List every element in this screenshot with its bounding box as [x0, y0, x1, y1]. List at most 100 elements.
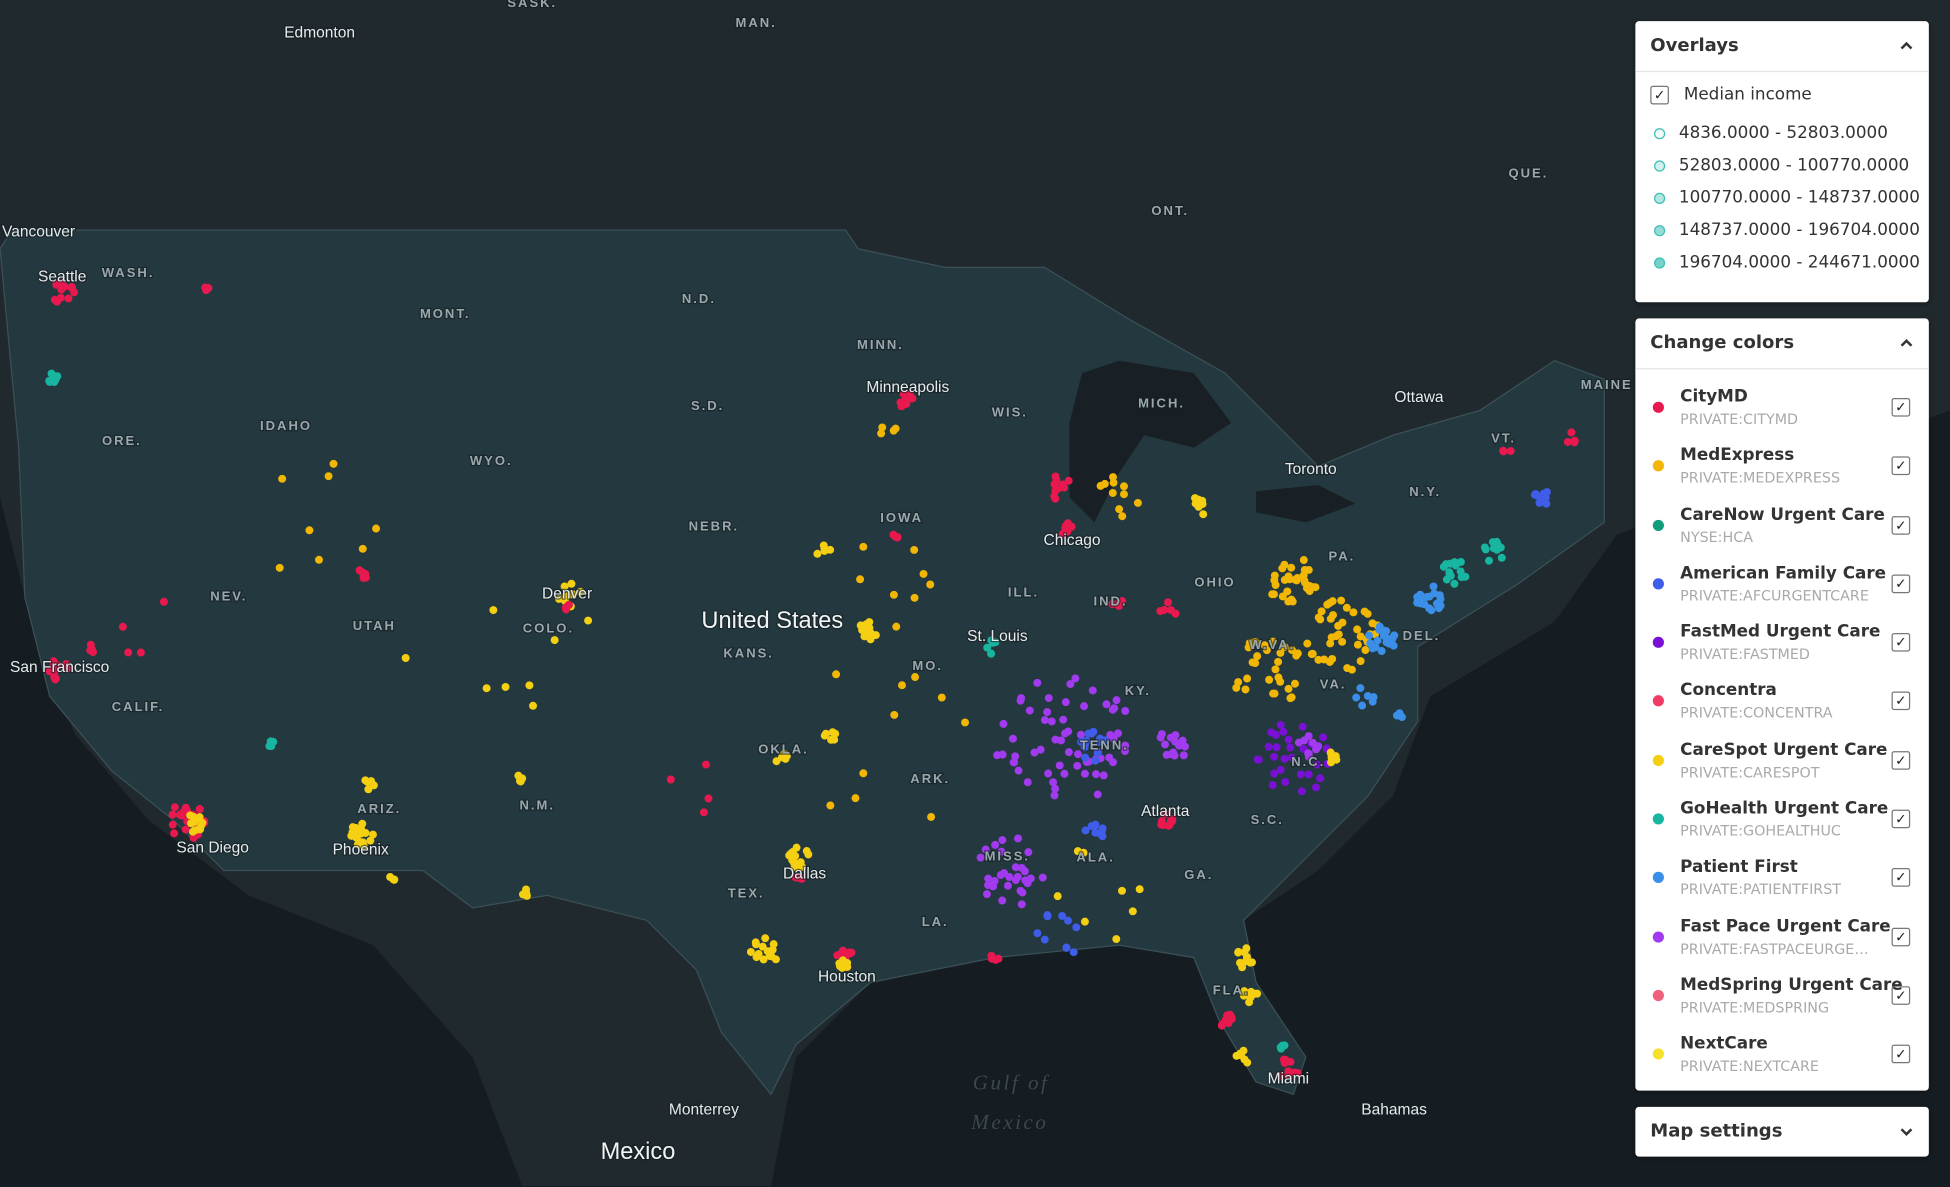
clinic-dot	[266, 737, 275, 746]
map-label: Monterrey	[669, 1102, 739, 1119]
clinic-dot	[1064, 727, 1073, 736]
clinic-dot	[1014, 834, 1023, 843]
clinic-dot	[1050, 791, 1059, 800]
checkbox[interactable]: ✓	[1891, 1044, 1911, 1064]
provider-item: Concentra PRIVATE:CONCENTRA ✓	[1635, 676, 1928, 735]
provider-item: MedExpress PRIVATE:MEDEXPRESS ✓	[1635, 441, 1928, 500]
clinic-dot	[1271, 665, 1280, 674]
expand-button[interactable]	[1899, 1124, 1914, 1139]
provider-name: American Family Care	[1680, 563, 1887, 584]
clinic-dot	[927, 812, 936, 821]
checkbox[interactable]: ✓	[1891, 633, 1911, 652]
clinic-dot	[751, 938, 760, 947]
clinic-dot	[1080, 743, 1089, 752]
clinic-dot	[1194, 502, 1203, 511]
clinic-dot	[1395, 709, 1404, 718]
clinic-dot	[1081, 753, 1090, 762]
map-label: WASH.	[102, 265, 155, 280]
clinic-dot	[1280, 560, 1289, 569]
checkbox[interactable]: ✓	[1891, 397, 1911, 417]
map-label: WIS.	[992, 404, 1028, 419]
clinic-dot	[1234, 947, 1243, 956]
clinic-dot	[1275, 1072, 1284, 1081]
clinic-dot	[859, 769, 868, 778]
clinic-dot	[1485, 556, 1493, 565]
layer-row: ✓ Median income	[1635, 85, 1928, 104]
map-label: ORE.	[102, 433, 142, 448]
clinic-dot	[838, 956, 847, 965]
clinic-dot	[1270, 576, 1279, 585]
collapse-button[interactable]	[1899, 39, 1914, 54]
provider-item: FastMed Urgent Care PRIVATE:FASTMED ✓	[1635, 617, 1928, 676]
color-swatch[interactable]	[1652, 872, 1664, 884]
color-swatch[interactable]	[1652, 1048, 1664, 1060]
clinic-dot	[866, 628, 875, 637]
clinic-dot	[369, 781, 378, 790]
map-label: Miami	[1268, 1071, 1309, 1088]
clinic-dot	[889, 590, 898, 599]
checkbox[interactable]: ✓	[1891, 456, 1911, 476]
clinic-dot	[1091, 756, 1100, 765]
map-label: Toronto	[1285, 461, 1337, 478]
color-swatch[interactable]	[1652, 754, 1664, 766]
provider-item: CareSpot Urgent Care PRIVATE:CARESPOT ✓	[1635, 735, 1928, 794]
color-swatch[interactable]	[1652, 401, 1664, 413]
clinic-dot	[1246, 958, 1255, 967]
clinic-dot	[1008, 734, 1017, 743]
clinic-dot	[1542, 499, 1551, 508]
clinic-dot	[1071, 674, 1080, 683]
clinic-dot	[1327, 633, 1336, 642]
clinic-dot	[1283, 1071, 1292, 1080]
clinic-dot	[315, 555, 323, 564]
color-swatch[interactable]	[1652, 931, 1664, 943]
map-label: IDAHO	[260, 418, 312, 433]
clinic-dot	[489, 606, 498, 615]
color-swatch[interactable]	[1652, 813, 1664, 825]
clinic-dot	[1030, 748, 1039, 757]
checkbox[interactable]: ✓	[1891, 927, 1911, 946]
clinic-dot	[1461, 572, 1470, 581]
checkbox[interactable]: ✓	[1891, 868, 1911, 888]
clinic-dot	[1439, 562, 1448, 571]
clinic-dot	[866, 635, 875, 644]
clinic-dot	[1531, 490, 1540, 499]
checkbox[interactable]: ✓	[1891, 809, 1911, 829]
color-swatch[interactable]	[1652, 519, 1664, 531]
checkbox[interactable]: ✓	[1891, 750, 1911, 770]
clinic-dot	[1018, 888, 1027, 897]
clinic-dot	[1343, 664, 1352, 673]
clinic-dot	[1181, 742, 1190, 751]
checkbox[interactable]: ✓	[1650, 85, 1669, 104]
checkbox[interactable]: ✓	[1891, 515, 1911, 535]
clinic-dot	[275, 563, 284, 572]
map-label: IOWA	[880, 510, 923, 525]
checkbox[interactable]: ✓	[1891, 692, 1911, 711]
clinic-dot	[1064, 916, 1073, 925]
clinic-dot	[202, 286, 211, 295]
clinic-dot	[846, 949, 855, 958]
collapse-button[interactable]	[1899, 336, 1914, 351]
clinic-dot	[838, 946, 847, 955]
color-swatch[interactable]	[1652, 636, 1664, 649]
provider-item: CityMD PRIVATE:CITYMD ✓	[1635, 382, 1928, 441]
checkbox[interactable]: ✓	[1891, 986, 1911, 1005]
clinic-dot	[1047, 717, 1056, 726]
map-label: MO.	[912, 658, 943, 673]
clinic-dot	[1293, 574, 1302, 583]
color-swatch[interactable]	[1652, 578, 1664, 590]
clinic-dot	[118, 622, 127, 631]
clinic-dot	[49, 663, 58, 672]
clinic-dot	[1098, 832, 1107, 841]
checkbox[interactable]: ✓	[1891, 574, 1911, 594]
color-swatch[interactable]	[1652, 989, 1664, 1002]
clinic-dot	[1326, 748, 1335, 757]
color-swatch[interactable]	[1652, 695, 1664, 707]
clinic-dot	[987, 649, 996, 658]
clinic-dot	[1288, 646, 1296, 655]
clinic-dot	[1284, 684, 1293, 693]
clinic-dot	[1080, 917, 1089, 926]
clinic-dot	[1311, 583, 1320, 592]
color-swatch[interactable]	[1652, 460, 1664, 472]
clinic-dot	[843, 962, 852, 971]
